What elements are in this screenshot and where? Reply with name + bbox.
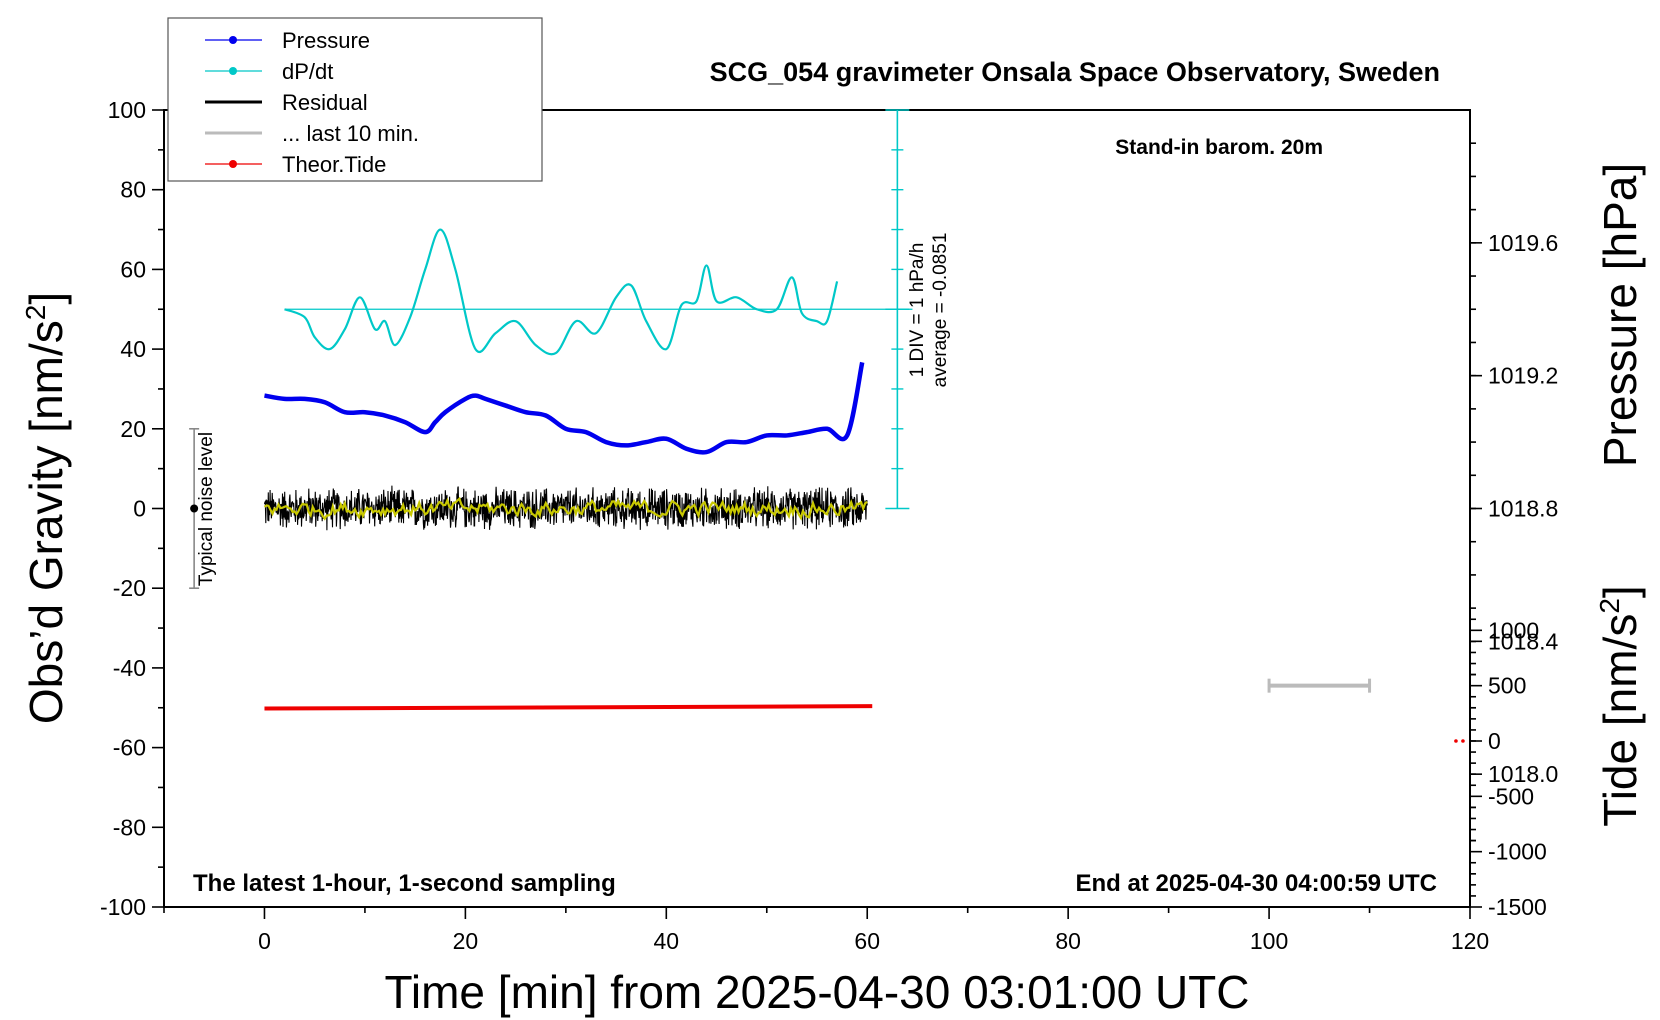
tide-marker-dot <box>1454 739 1458 743</box>
dpdt-series-line <box>284 228 839 356</box>
pressure-axis-ticks: 1019.6 1019.2 1018.8 1018.4 1018.0 <box>1470 142 1559 875</box>
left-tick-label: 60 <box>120 256 146 282</box>
tide-tick-label: 500 <box>1488 673 1526 699</box>
legend-label: ... last 10 min. <box>282 121 419 146</box>
legend-label: Residual <box>282 90 368 115</box>
left-tick-label: 0 <box>133 496 146 522</box>
tide-tick-label: 0 <box>1488 728 1501 754</box>
y-tide-label-end: ] <box>1594 585 1646 598</box>
left-tick-label: -100 <box>100 894 146 920</box>
legend-swatch-dot <box>229 36 237 44</box>
typical-noise-bar <box>189 427 200 590</box>
bottom-left-note: The latest 1-hour, 1-second sampling <box>193 870 616 897</box>
dpdt-scale-axis <box>284 109 913 510</box>
y-left-label-sup: 2 <box>20 305 51 321</box>
legend-item: Pressure <box>205 28 370 53</box>
left-axis-ticks: 100 80 60 40 20 0 -20 -40 -60 -80 -100 <box>100 97 164 920</box>
pressure-tick-label: 1018.8 <box>1488 496 1558 522</box>
y-left-axis-label: Obs’d Gravity [nm/s2] <box>20 292 72 724</box>
legend-item: ... last 10 min. <box>205 121 419 146</box>
x-tick-label: 20 <box>453 928 479 954</box>
legend-box <box>167 17 543 182</box>
tide-marker-dot <box>1461 739 1465 743</box>
noise-annotation-label: Typical noise level <box>196 432 217 586</box>
pressure-series-line <box>264 361 865 455</box>
residual-series-line <box>263 485 868 531</box>
left-tick-label: 80 <box>120 177 146 203</box>
x-axis-ticks: 0 20 40 60 80 100 120 <box>163 907 1489 954</box>
left-tick-label: -20 <box>113 575 146 601</box>
pressure-tick-label: 1018.4 <box>1488 628 1559 654</box>
pressure-tick-label: 1019.2 <box>1488 363 1558 389</box>
chart-subtitle: Stand-in barom. 20m <box>1115 136 1323 159</box>
pressure-tick-label: 1019.6 <box>1488 230 1558 256</box>
legend-swatch-dot <box>229 160 237 168</box>
theor-tide-series-line <box>264 704 873 711</box>
dpdt-annotation-line1: 1 DIV = 1 hPa/h <box>907 243 928 378</box>
legend-item: Residual <box>205 90 368 115</box>
bottom-right-note: End at 2025-04-30 04:00:59 UTC <box>1076 870 1438 897</box>
dpdt-annotation-line2: average = -0.0851 <box>930 233 951 388</box>
left-tick-label: 40 <box>120 336 146 362</box>
y-left-label-end: ] <box>20 292 72 305</box>
legend-label: Pressure <box>282 28 370 53</box>
noise-bar-center-dot <box>190 504 199 513</box>
y-left-label-main: Obs’d Gravity [nm/s <box>20 320 72 724</box>
left-tick-label: 20 <box>120 416 146 442</box>
pressure-tick-label: 1018.0 <box>1488 761 1558 787</box>
y-pressure-axis-label: Pressure [hPa] <box>1594 163 1646 467</box>
chart-title: SCG_054 gravimeter Onsala Space Observat… <box>710 57 1440 87</box>
legend-label: dP/dt <box>282 59 333 84</box>
legend-swatch-dot <box>229 67 237 75</box>
legend: Pressure dP/dt Residual ... last 10 min. The… <box>167 17 543 182</box>
legend-item: Theor.Tide <box>205 152 386 177</box>
residual-smoothed-line <box>263 496 868 521</box>
tide-tick-label: -500 <box>1488 783 1534 809</box>
y-tide-label-main: Tide [nm/s <box>1594 614 1646 827</box>
left-tick-label: 100 <box>108 97 146 123</box>
x-tick-label: 0 <box>258 928 271 954</box>
legend-item: dP/dt <box>205 59 333 84</box>
tide-tick-label: 1000 <box>1488 617 1539 643</box>
left-tick-label: -40 <box>113 655 146 681</box>
x-tick-label: 80 <box>1055 928 1081 954</box>
y-tide-label-sup: 2 <box>1594 598 1625 614</box>
left-tick-label: -60 <box>113 735 146 761</box>
tide-tick-label: -1000 <box>1488 839 1547 865</box>
series-layer <box>263 228 1465 743</box>
x-tick-label: 60 <box>854 928 880 954</box>
x-tick-label: 120 <box>1451 928 1489 954</box>
x-tick-label: 100 <box>1250 928 1288 954</box>
left-tick-label: -80 <box>113 814 146 840</box>
tide-axis-ticks: 1000 500 0 -500 -1000 -1500 <box>1470 617 1547 920</box>
tide-tick-label: -1500 <box>1488 894 1547 920</box>
y-tide-axis-label: Tide [nm/s2] <box>1594 585 1646 826</box>
x-tick-label: 40 <box>654 928 680 954</box>
x-axis-label: Time [min] from 2025-04-30 03:01:00 UTC <box>385 966 1250 1018</box>
legend-label: Theor.Tide <box>282 152 386 177</box>
